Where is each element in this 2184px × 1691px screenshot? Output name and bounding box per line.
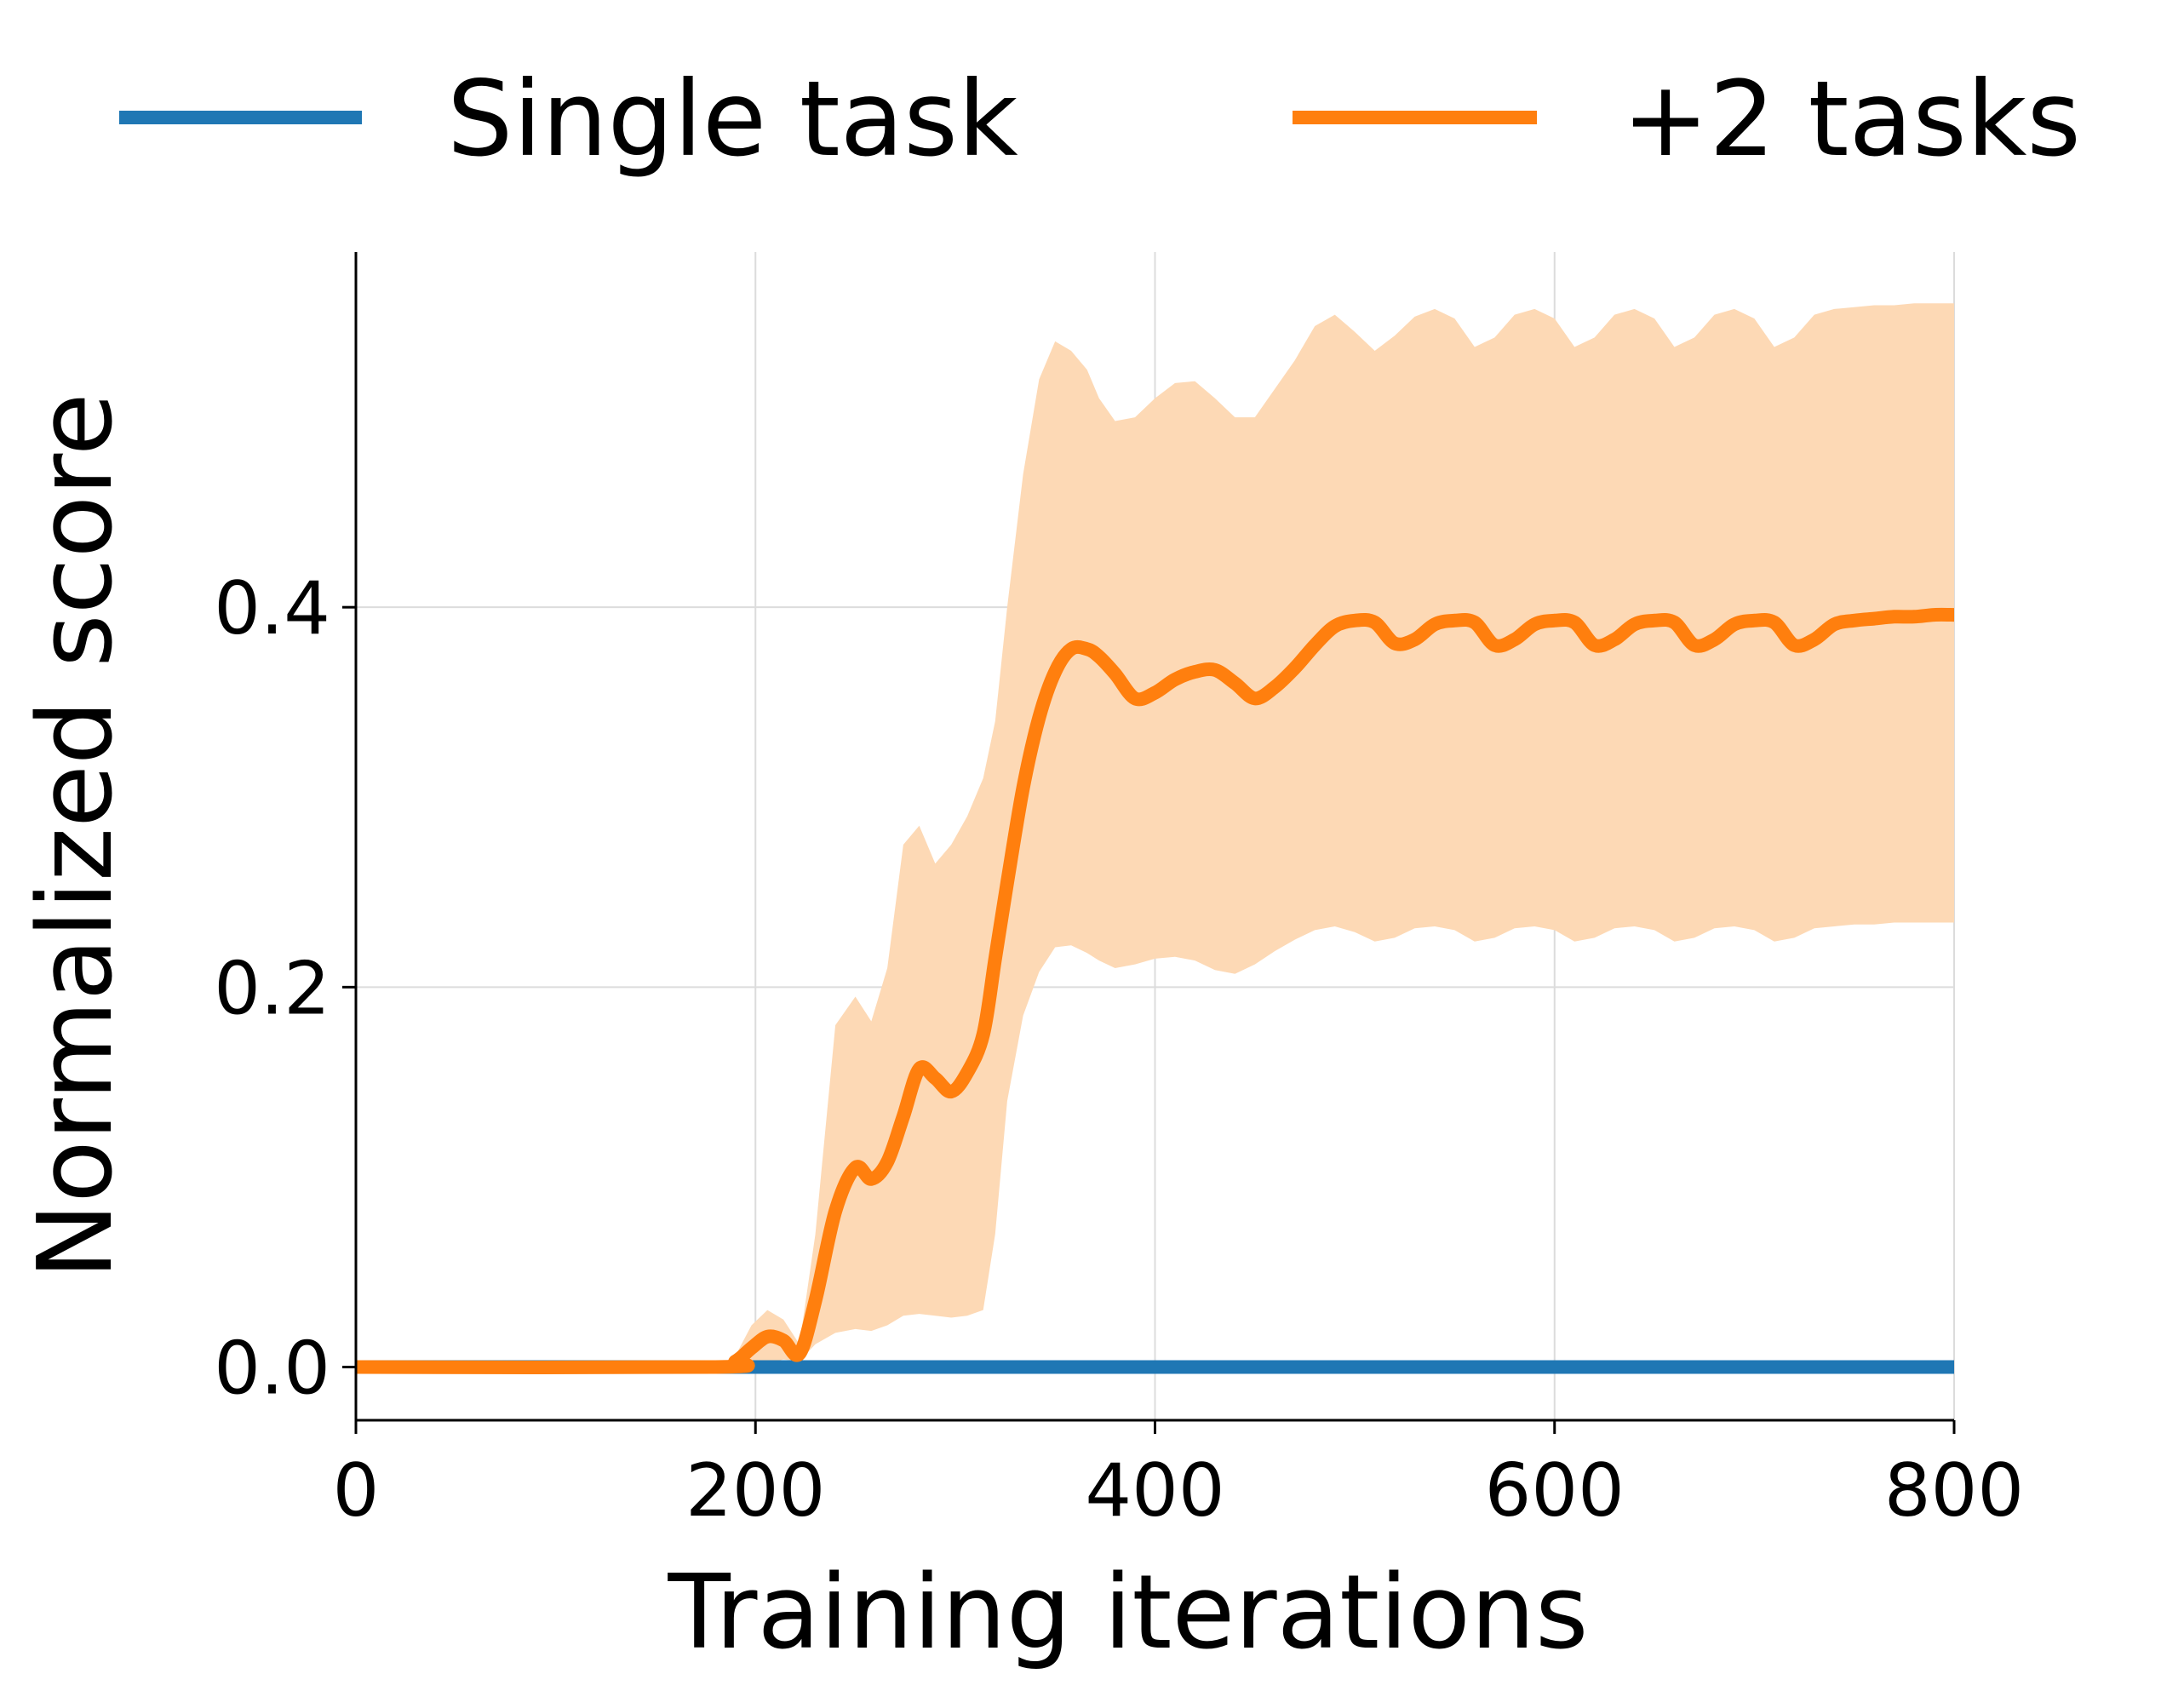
legend-label-plus-2-tasks: +2 tasks [1622,59,2081,180]
confidence-band-plus-2-tasks [356,303,1954,1367]
x-axis-label: Training iterations [667,1554,1588,1672]
x-tick-label: 800 [1884,1448,2024,1533]
legend-label-single-task: Single task [447,59,1018,180]
axes [342,252,1956,1434]
tick-labels: 0 200 400 600 800 0.0 0.2 0.4 [214,566,2024,1533]
x-tick-label: 400 [1085,1448,1224,1533]
y-tick-label: 0.4 [214,566,330,651]
y-tick-label: 0.2 [214,946,330,1031]
plot-area [355,303,1955,1375]
y-axis-label: Normalized score [17,393,135,1279]
series-line-plus-2-tasks [355,607,1955,1375]
y-tick-label: 0.0 [214,1327,330,1412]
legend: Single task +2 tasks [119,59,2081,180]
x-tick-label: 200 [685,1448,825,1533]
x-tick-label: 0 [333,1448,380,1533]
x-tick-label: 600 [1485,1448,1625,1533]
